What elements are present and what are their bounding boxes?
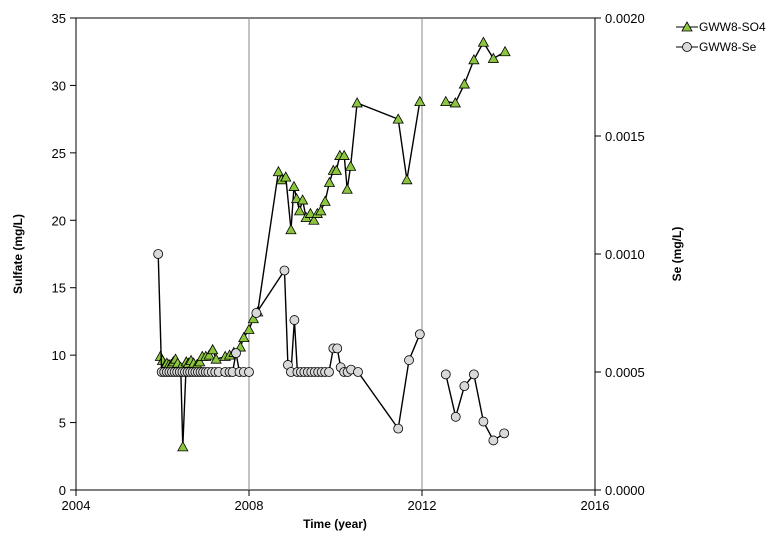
x-axis: 2004 2008 2012 2016: [62, 490, 610, 513]
so4-point: [296, 194, 309, 205]
y-tick-label: 35: [52, 11, 66, 26]
se-point: [153, 249, 164, 259]
se-point: [488, 435, 499, 446]
y-tick-label: 15: [52, 281, 66, 296]
y-axis-right: 0.0000 0.0005 0.0010 0.0015 0.0020: [595, 11, 645, 498]
so4-point: [280, 171, 292, 182]
so4-point: [210, 353, 222, 364]
se-point: [332, 343, 343, 354]
so4-point: [414, 95, 426, 107]
y2-tick-label: 0.0005: [605, 365, 645, 380]
so4-point: [203, 349, 215, 360]
so4-point: [304, 207, 317, 218]
so4-point: [238, 331, 250, 343]
se-point: [279, 265, 290, 276]
legend-se-label: GWW8-Se: [699, 40, 757, 54]
series-layer: [153, 36, 511, 452]
so4-point: [487, 52, 500, 63]
so4-point: [344, 160, 357, 171]
se-point: [440, 369, 451, 380]
y2-axis-title: Se (mg/L): [670, 227, 684, 282]
y-tick-label: 20: [52, 213, 66, 228]
se-point: [231, 348, 241, 359]
so4-point: [206, 343, 219, 355]
y-axis-title: Sulfate (mg/L): [11, 214, 25, 294]
se-point: [244, 367, 254, 377]
y-tick-label: 25: [52, 146, 66, 161]
x-tick-label: 2008: [235, 498, 264, 513]
legend: GWW8-SO4 GWW8-Se: [676, 20, 766, 54]
so4-point: [243, 323, 255, 334]
y2-tick-label: 0.0015: [605, 129, 645, 144]
legend-se-circle-icon: [682, 42, 692, 52]
so4-point: [247, 312, 260, 324]
so4-point: [341, 183, 353, 194]
y2-tick-label: 0.0020: [605, 11, 645, 26]
so4-point: [177, 441, 189, 452]
so4-point: [392, 113, 404, 124]
y-tick-label: 30: [52, 78, 66, 93]
legend-so4-triangle-icon: [681, 21, 693, 32]
so4-point: [440, 95, 452, 107]
so4-point: [285, 223, 297, 235]
so4-point: [477, 36, 490, 47]
vertical-reference-lines: [248, 18, 423, 490]
so4-point: [351, 97, 363, 108]
se-point: [478, 416, 489, 427]
so4-point: [288, 180, 300, 191]
se-point: [468, 369, 479, 380]
so4-point: [293, 205, 306, 216]
se-point: [393, 423, 404, 434]
se-point: [289, 315, 300, 325]
so4-point: [308, 214, 320, 225]
legend-entry-se: GWW8-Se: [676, 40, 757, 54]
se-point: [450, 411, 461, 422]
so4-point: [319, 195, 331, 206]
se-point: [353, 367, 363, 377]
so4-point: [449, 97, 461, 108]
legend-so4-label: GWW8-SO4: [699, 20, 766, 34]
x-axis-title: Time (year): [303, 517, 367, 531]
so4-point: [499, 45, 511, 57]
se-point: [324, 367, 334, 377]
x-tick-label: 2012: [408, 498, 437, 513]
so4-point: [468, 53, 480, 65]
se-point: [251, 308, 262, 318]
y2-tick-label: 0.0010: [605, 247, 645, 262]
x-tick-label: 2004: [62, 498, 91, 513]
so4-point: [323, 176, 336, 187]
legend-entry-so4: GWW8-SO4: [676, 20, 766, 34]
y-axis-left: 0 5 10 15 20 25 30 35: [52, 11, 76, 498]
se-point: [404, 355, 414, 366]
x-tick-label: 2016: [581, 498, 610, 513]
so4-point: [458, 78, 471, 89]
so4-point: [401, 174, 413, 185]
so4-point: [290, 192, 303, 204]
y-tick-label: 10: [52, 348, 66, 363]
se-point: [459, 381, 470, 392]
so4-point: [315, 205, 327, 216]
so4-point: [194, 356, 206, 367]
so4-point: [338, 149, 350, 160]
so4-point: [330, 164, 343, 175]
se-point: [414, 329, 425, 340]
y-tick-label: 5: [59, 416, 66, 431]
series-se: [153, 249, 510, 446]
so4-point: [272, 165, 285, 177]
y2-tick-label: 0.0000: [605, 483, 645, 498]
se-point: [499, 428, 510, 439]
y-tick-label: 0: [59, 483, 66, 498]
